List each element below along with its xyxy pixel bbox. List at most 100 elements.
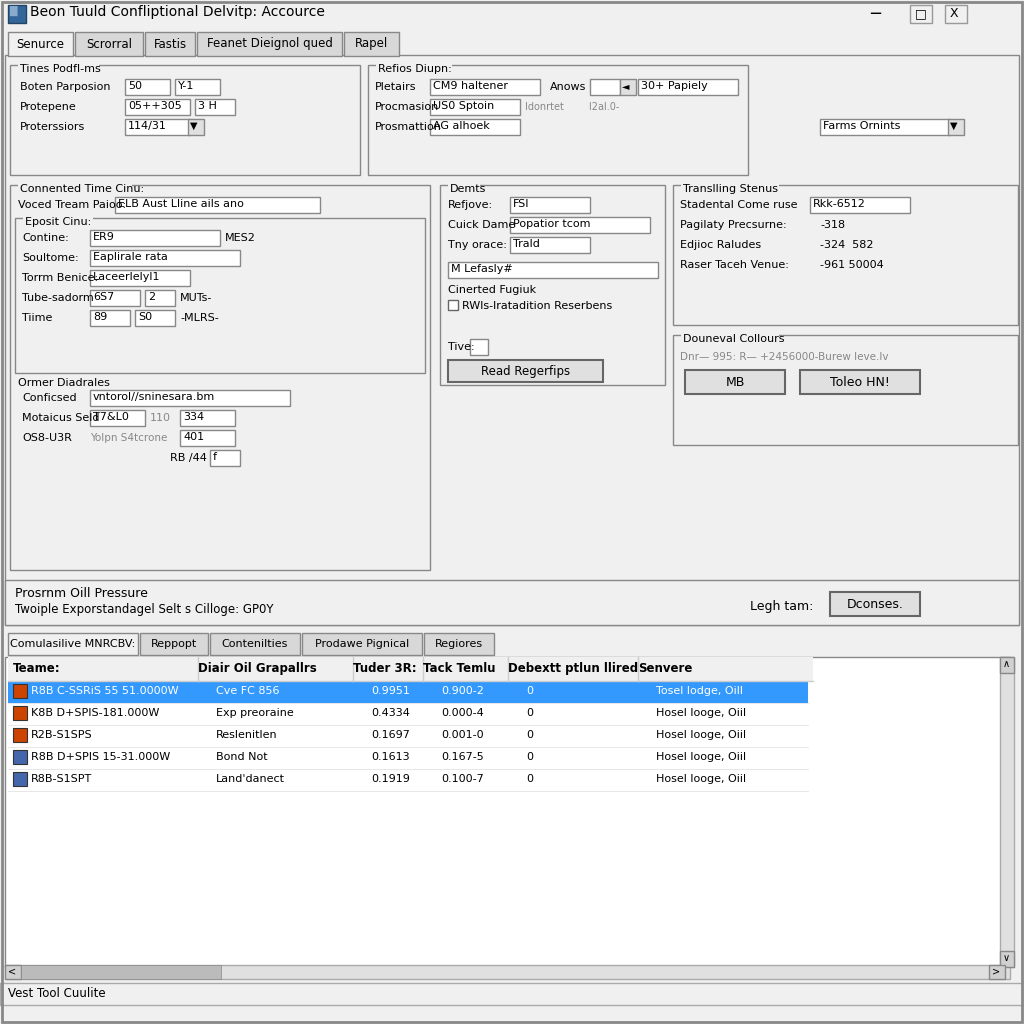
Text: Beon Tuuld Confliptional Delvitp: Accource: Beon Tuuld Confliptional Delvitp: Accour… [30,5,325,19]
Text: 0.1697: 0.1697 [371,730,410,740]
Bar [376,59,452,71]
Text: Dnr— 995: R— +2456000-Burew leve.lv: Dnr— 995: R— +2456000-Burew leve.lv [680,352,889,362]
Bar [810,197,910,213]
Text: 0.000-4: 0.000-4 [441,708,483,718]
Text: Laceerlelyl1: Laceerlelyl1 [93,272,161,282]
Text: Demts: Demts [450,184,486,194]
Bar [180,430,234,446]
Text: Regiores: Regiores [435,639,483,649]
Bar [681,329,778,341]
Bar [910,5,932,23]
Text: MUTs-: MUTs- [180,293,212,303]
Text: Edjioc Raludes: Edjioc Raludes [680,240,761,250]
Text: CM9 haltener: CM9 haltener [433,81,508,91]
Text: Senvere: Senvere [638,662,692,675]
Bar [90,310,130,326]
Bar [8,5,26,23]
Text: Trald: Trald [513,239,540,249]
Text: Proterssiors: Proterssiors [20,122,85,132]
Text: US0 Sptoin: US0 Sptoin [433,101,495,111]
Text: S0: S0 [138,312,153,322]
Bar [90,250,240,266]
Text: -324  582: -324 582 [820,240,873,250]
Text: RWls-lratadition Reserbens: RWls-lratadition Reserbens [462,301,612,311]
Bar [5,580,1019,625]
Text: 0.1613: 0.1613 [371,752,410,762]
Bar [344,32,399,56]
Bar [8,746,808,769]
Bar [368,65,748,175]
Text: Senurce: Senurce [16,38,65,50]
Text: Tny orace:: Tny orace: [449,240,507,250]
Bar [210,633,300,655]
Text: Ormer Diadrales: Ormer Diadrales [18,378,110,388]
Text: Reppopt: Reppopt [151,639,198,649]
Text: R8B-S1SPT: R8B-S1SPT [31,774,92,784]
Text: Anows: Anows [550,82,587,92]
Text: Torrm Benice:: Torrm Benice: [22,273,98,283]
Text: Exp preoraine: Exp preoraine [216,708,294,718]
Bar [449,300,458,310]
Text: 0: 0 [526,730,534,740]
Text: Cinerted Fugiuk: Cinerted Fugiuk [449,285,537,295]
Text: 2: 2 [148,292,155,302]
Bar [175,79,220,95]
Text: Hosel looge, Oiil: Hosel looge, Oiil [656,730,746,740]
Text: 3 H: 3 H [198,101,217,111]
Text: Motaicus Seld: Motaicus Seld [22,413,99,423]
Bar [430,99,520,115]
Text: Tuder 3R:: Tuder 3R: [353,662,417,675]
Bar [820,119,950,135]
Bar [18,59,99,71]
Text: Yolpn S4tcrone: Yolpn S4tcrone [90,433,167,443]
Bar [1000,951,1014,967]
Text: T7&L0: T7&L0 [93,412,129,422]
Text: Tube-sadorm: Tube-sadorm [22,293,94,303]
Bar [75,32,143,56]
Text: 114/31: 114/31 [128,121,167,131]
Bar [197,32,342,56]
Text: ER9: ER9 [93,232,115,242]
Bar [302,633,422,655]
Text: Conficsed: Conficsed [22,393,77,403]
Text: Douneval Collours: Douneval Collours [683,334,784,344]
Text: R8B D+SPIS 15-31.000W: R8B D+SPIS 15-31.000W [31,752,170,762]
Text: MES2: MES2 [225,233,256,243]
Bar [470,339,488,355]
Text: Tiime: Tiime [22,313,52,323]
Text: Tack Temlu: Tack Temlu [423,662,496,675]
Bar [13,706,27,720]
Bar [673,185,1018,325]
Text: Hosel looge, Oiil: Hosel looge, Oiil [656,774,746,784]
Text: Farms Ornints: Farms Ornints [823,121,900,131]
Text: Y-1: Y-1 [178,81,195,91]
Bar [430,79,540,95]
Text: Refios Diupn:: Refios Diupn: [378,63,452,74]
Text: 0.1919: 0.1919 [371,774,410,784]
Bar [145,290,175,306]
Bar [90,390,290,406]
Bar [145,32,195,56]
Bar [620,79,636,95]
Text: Bond Not: Bond Not [216,752,267,762]
Text: 0.100-7: 0.100-7 [441,774,483,784]
Bar [18,179,132,191]
Text: Dconses.: Dconses. [847,597,903,610]
Text: Hosel looge, Oiil: Hosel looge, Oiil [656,708,746,718]
Text: R8B C-SSRiS 55 51.0000W: R8B C-SSRiS 55 51.0000W [31,686,178,696]
Text: 30+ Papiely: 30+ Papiely [641,81,708,91]
Bar [13,684,27,698]
Text: -961 50004: -961 50004 [820,260,884,270]
Text: Comulasilive MNRCBV:: Comulasilive MNRCBV: [10,639,135,649]
Text: f: f [213,452,217,462]
Text: ∨: ∨ [1002,953,1010,963]
Bar [10,65,360,175]
Text: Translling Stenus: Translling Stenus [683,184,778,194]
Text: K8B D+SPIS-181.000W: K8B D+SPIS-181.000W [31,708,160,718]
Bar [989,965,1005,979]
Bar [685,370,785,394]
Text: -318: -318 [820,220,845,230]
Text: Raser Taceh Venue:: Raser Taceh Venue: [680,260,788,270]
Text: AG alhoek: AG alhoek [433,121,489,131]
Bar [5,657,1010,967]
